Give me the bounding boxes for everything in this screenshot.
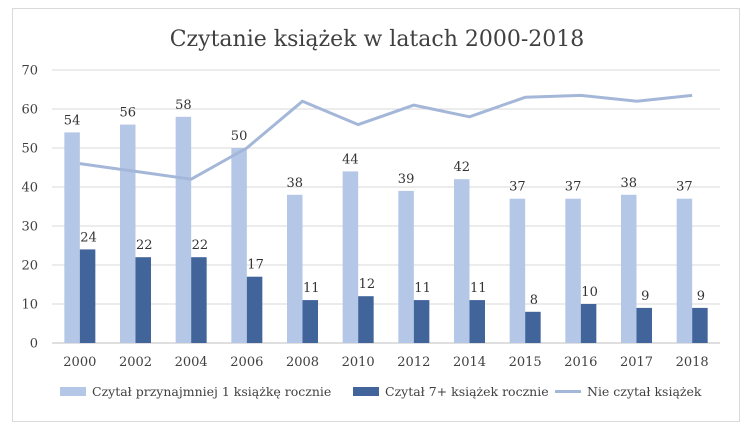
data-label: 9 — [641, 289, 649, 304]
x-tick-label: 2010 — [342, 355, 375, 370]
bar — [302, 300, 318, 343]
x-tick-label: 2017 — [620, 355, 653, 370]
bar — [135, 257, 151, 343]
x-tick-label: 2008 — [286, 355, 319, 370]
chart-title: Czytanie książek w latach 2000-2018 — [170, 27, 585, 52]
bar — [79, 249, 96, 343]
x-tick-label: 2006 — [230, 355, 263, 370]
bar — [525, 311, 541, 343]
data-label: 37 — [565, 180, 582, 195]
data-label: 8 — [530, 293, 538, 308]
data-label: 39 — [398, 172, 415, 187]
line-series-path — [79, 93, 693, 181]
bar — [64, 132, 80, 343]
bar — [175, 116, 192, 343]
bar — [621, 194, 637, 343]
x-tick-label: 2018 — [676, 355, 709, 370]
bar — [287, 194, 303, 343]
bars — [64, 116, 708, 343]
data-label: 24 — [80, 230, 97, 245]
bar — [565, 198, 581, 343]
data-label: 44 — [342, 152, 359, 167]
data-label: 37 — [676, 180, 693, 195]
y-tick-label: 40 — [21, 181, 38, 196]
bar — [636, 307, 652, 343]
data-label: 38 — [286, 176, 303, 191]
data-label: 11 — [470, 281, 487, 296]
bar — [580, 304, 597, 343]
y-tick-label: 20 — [21, 259, 38, 274]
bar — [454, 179, 470, 343]
data-label: 38 — [620, 176, 637, 191]
x-tick-label: 2004 — [175, 355, 208, 370]
bar — [246, 276, 263, 343]
x-tick-label: 2002 — [119, 355, 152, 370]
y-tick-label: 60 — [21, 103, 38, 118]
data-label: 9 — [697, 289, 705, 304]
line-series — [79, 93, 693, 181]
x-tick-label: 2014 — [453, 355, 486, 370]
gridlines — [52, 69, 720, 344]
x-tick-label: 2000 — [63, 355, 96, 370]
bar — [191, 257, 207, 343]
data-label: 56 — [119, 106, 136, 121]
bar — [342, 171, 359, 343]
bar — [676, 198, 693, 343]
data-label: 54 — [64, 113, 81, 128]
bar — [509, 198, 526, 343]
y-tick-label: 10 — [21, 298, 38, 313]
y-tick-label: 50 — [21, 142, 38, 157]
data-label: 22 — [192, 238, 209, 253]
x-tick-label: 2015 — [509, 355, 542, 370]
y-axis: 0 10 20 30 40 50 60 70 — [21, 64, 38, 352]
legend-swatch — [60, 387, 86, 396]
bar — [358, 296, 374, 343]
bar — [398, 190, 414, 343]
x-tick-label: 2016 — [564, 355, 597, 370]
data-label: 50 — [231, 129, 248, 144]
data-label: 17 — [247, 258, 264, 273]
data-label: 42 — [453, 160, 470, 175]
bar — [413, 300, 430, 343]
data-label: 11 — [303, 281, 320, 296]
bar — [231, 148, 247, 343]
legend: Czytał przynajmniej 1 książkę rocznie Czy… — [60, 384, 702, 399]
data-label: 37 — [509, 180, 526, 195]
data-label: 11 — [414, 281, 431, 296]
y-tick-label: 70 — [21, 64, 38, 79]
x-tick-label: 2012 — [397, 355, 430, 370]
bar — [692, 307, 708, 343]
y-tick-label: 30 — [21, 220, 38, 235]
legend-label: Czytał przynajmniej 1 książkę rocznie — [92, 384, 331, 399]
data-label: 12 — [359, 277, 376, 292]
data-label: 10 — [581, 285, 598, 300]
legend-label: Nie czytał książek — [587, 384, 702, 399]
bar — [469, 300, 485, 343]
y-tick-label: 0 — [30, 337, 38, 352]
legend-label: Czytał 7+ książek rocznie — [385, 384, 549, 399]
data-labels: 54 56 58 50 38 44 39 42 37 37 38 37 24 22 22 17 11 12 11 11… — [64, 98, 705, 308]
bar — [120, 124, 136, 343]
x-axis: 2000 2002 2004 2006 2008 2010 2012 2014 2015 2016… — [63, 355, 708, 370]
data-label: 58 — [175, 98, 192, 113]
data-label: 22 — [136, 238, 153, 253]
legend-swatch — [353, 387, 379, 396]
